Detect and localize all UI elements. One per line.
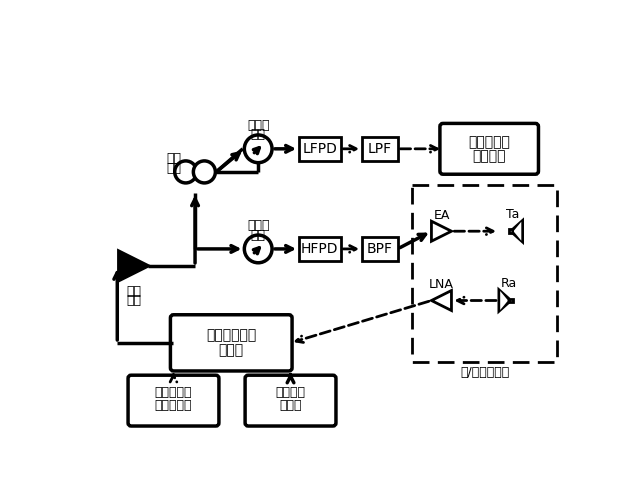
Text: HFPD: HFPD (301, 242, 338, 256)
Text: 偏振复用电光: 偏振复用电光 (206, 328, 256, 342)
Bar (509, 298, 513, 302)
Polygon shape (119, 251, 148, 281)
Bar (509, 229, 513, 233)
Text: 光放: 光放 (126, 285, 141, 298)
Text: 收/发天线单元: 收/发天线单元 (460, 367, 509, 379)
Text: 合器: 合器 (166, 162, 181, 175)
FancyBboxPatch shape (170, 315, 292, 371)
Text: LNA: LNA (429, 278, 454, 291)
FancyBboxPatch shape (245, 375, 336, 426)
Bar (362, 237, 398, 261)
Text: 基带调制信: 基带调制信 (155, 386, 192, 399)
Text: Ta: Ta (506, 208, 519, 221)
Polygon shape (513, 220, 523, 242)
Text: 光耦: 光耦 (166, 152, 181, 165)
Polygon shape (431, 290, 452, 311)
Text: EA: EA (433, 209, 450, 222)
Text: 处理模块: 处理模块 (473, 149, 506, 163)
Text: 偏器: 偏器 (251, 128, 266, 142)
Text: 生模块: 生模块 (279, 399, 301, 412)
Bar (299, 137, 341, 161)
Circle shape (244, 135, 272, 163)
Circle shape (175, 161, 197, 183)
FancyBboxPatch shape (128, 375, 219, 426)
Text: Ra: Ra (501, 277, 517, 290)
Polygon shape (514, 222, 522, 241)
Text: 调制器: 调制器 (219, 343, 244, 357)
Text: 信号采集与: 信号采集与 (468, 135, 510, 149)
Circle shape (193, 161, 216, 183)
Bar (412, 185, 557, 362)
FancyBboxPatch shape (440, 124, 539, 174)
Text: LFPD: LFPD (302, 142, 337, 156)
Circle shape (244, 235, 272, 263)
Text: 第二检: 第二检 (247, 119, 270, 132)
Text: 光频梳产: 光频梳产 (275, 386, 305, 399)
Polygon shape (499, 290, 509, 311)
Bar (299, 237, 341, 261)
Bar (362, 137, 398, 161)
Text: 大器: 大器 (126, 294, 141, 307)
Polygon shape (500, 291, 508, 310)
Text: 第一检: 第一检 (247, 219, 270, 232)
Polygon shape (431, 221, 452, 241)
Text: LPF: LPF (368, 142, 392, 156)
Text: 偏器: 偏器 (251, 228, 266, 242)
Text: BPF: BPF (367, 242, 393, 256)
Text: 号产生模块: 号产生模块 (155, 399, 192, 412)
